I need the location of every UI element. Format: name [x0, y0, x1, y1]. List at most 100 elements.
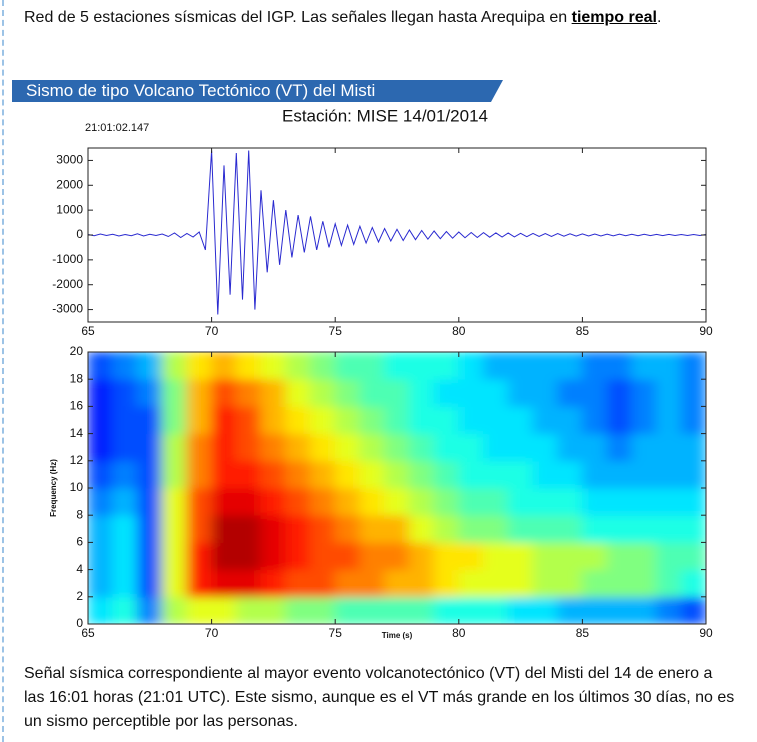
heat-cell	[483, 596, 509, 624]
heat-cell	[235, 569, 262, 598]
heat-cell	[483, 433, 509, 462]
heat-cell	[260, 378, 287, 407]
waveform	[87, 150, 707, 315]
heat-cell	[408, 514, 435, 543]
heat-cell	[186, 487, 213, 516]
heat-cell	[285, 596, 311, 624]
heat-cell	[680, 378, 706, 407]
heat-cell	[458, 541, 485, 571]
heat-cell	[507, 569, 534, 598]
heat-cell	[161, 541, 188, 571]
heat-cell	[384, 514, 410, 543]
x-tick-label: 90	[699, 324, 713, 338]
heat-cell	[680, 541, 706, 571]
heat-cell	[433, 405, 460, 435]
heat-cell	[606, 378, 633, 407]
heat-cell	[433, 596, 460, 624]
x-tick-label: 85	[576, 626, 590, 640]
heat-cell	[433, 433, 460, 462]
heat-cell	[285, 514, 311, 543]
heat-cell	[532, 433, 559, 462]
heat-cell	[136, 514, 163, 543]
heat-cell	[161, 460, 188, 489]
heat-cell	[88, 405, 114, 435]
heat-cell	[656, 352, 682, 380]
heat-cell	[309, 352, 336, 380]
heat-cell	[408, 433, 435, 462]
heat-cell	[483, 378, 509, 407]
heat-cell	[606, 352, 633, 380]
heat-cell	[532, 405, 559, 435]
heat-cell	[581, 514, 608, 543]
heat-cell	[112, 569, 138, 598]
heat-cell	[680, 352, 706, 380]
heat-cell	[384, 460, 410, 489]
heat-cell	[334, 514, 361, 543]
heat-cell	[235, 352, 262, 380]
heat-cell	[359, 596, 386, 624]
heat-cell	[433, 569, 460, 598]
heat-cell	[186, 433, 213, 462]
heat-cell	[211, 596, 237, 624]
chart-title: Estación: MISE 14/01/2014	[282, 106, 488, 125]
heat-cell	[88, 460, 114, 489]
heat-cell	[631, 433, 658, 462]
spectrogram	[88, 352, 706, 624]
link[interactable]: tiempo real	[571, 9, 657, 26]
heat-cell	[631, 352, 658, 380]
heat-cell	[631, 378, 658, 407]
heat-cell	[656, 433, 682, 462]
heat-cell	[656, 460, 682, 489]
heat-cell	[112, 460, 138, 489]
heat-cell	[581, 541, 608, 571]
heat-cell	[384, 596, 410, 624]
heat-cell	[458, 352, 485, 380]
heat-cell	[260, 569, 287, 598]
heat-cell	[235, 460, 262, 489]
heat-cell	[606, 487, 633, 516]
heat-cell	[507, 352, 534, 380]
heat-cell	[235, 405, 262, 435]
heat-cell	[334, 569, 361, 598]
heat-cell	[557, 541, 583, 571]
y-tick-label: 14	[70, 426, 84, 440]
heat-cell	[606, 541, 633, 571]
heat-cell	[112, 352, 138, 380]
heat-cell	[334, 433, 361, 462]
heat-cell	[557, 596, 583, 624]
heat-cell	[161, 596, 188, 624]
heat-cell	[408, 378, 435, 407]
heat-cell	[680, 487, 706, 516]
heat-cell	[211, 405, 237, 435]
x-tick-label: 80	[452, 626, 466, 640]
heat-cell	[433, 378, 460, 407]
heat-cell	[235, 433, 262, 462]
heat-cell	[532, 378, 559, 407]
heat-cell	[186, 541, 213, 571]
heat-cell	[136, 433, 163, 462]
y-tick-label: 0	[76, 616, 83, 630]
heat-cell	[88, 541, 114, 571]
heat-cell	[211, 541, 237, 571]
heat-cell	[161, 405, 188, 435]
intro-end: .	[656, 9, 662, 26]
heat-cell	[161, 433, 188, 462]
heat-cell	[211, 433, 237, 462]
heat-cell	[359, 352, 386, 380]
heat-cell	[88, 378, 114, 407]
heat-cell	[408, 352, 435, 380]
heat-cell	[507, 378, 534, 407]
heat-cell	[557, 378, 583, 407]
heat-cell	[260, 352, 287, 380]
x-tick-label: 75	[329, 626, 343, 640]
heat-cell	[507, 541, 534, 571]
heat-cell	[384, 405, 410, 435]
heat-cell	[334, 596, 361, 624]
heat-cell	[483, 352, 509, 380]
heat-cell	[458, 405, 485, 435]
heat-cell	[458, 460, 485, 489]
heat-cell	[112, 433, 138, 462]
heat-cell	[136, 378, 163, 407]
